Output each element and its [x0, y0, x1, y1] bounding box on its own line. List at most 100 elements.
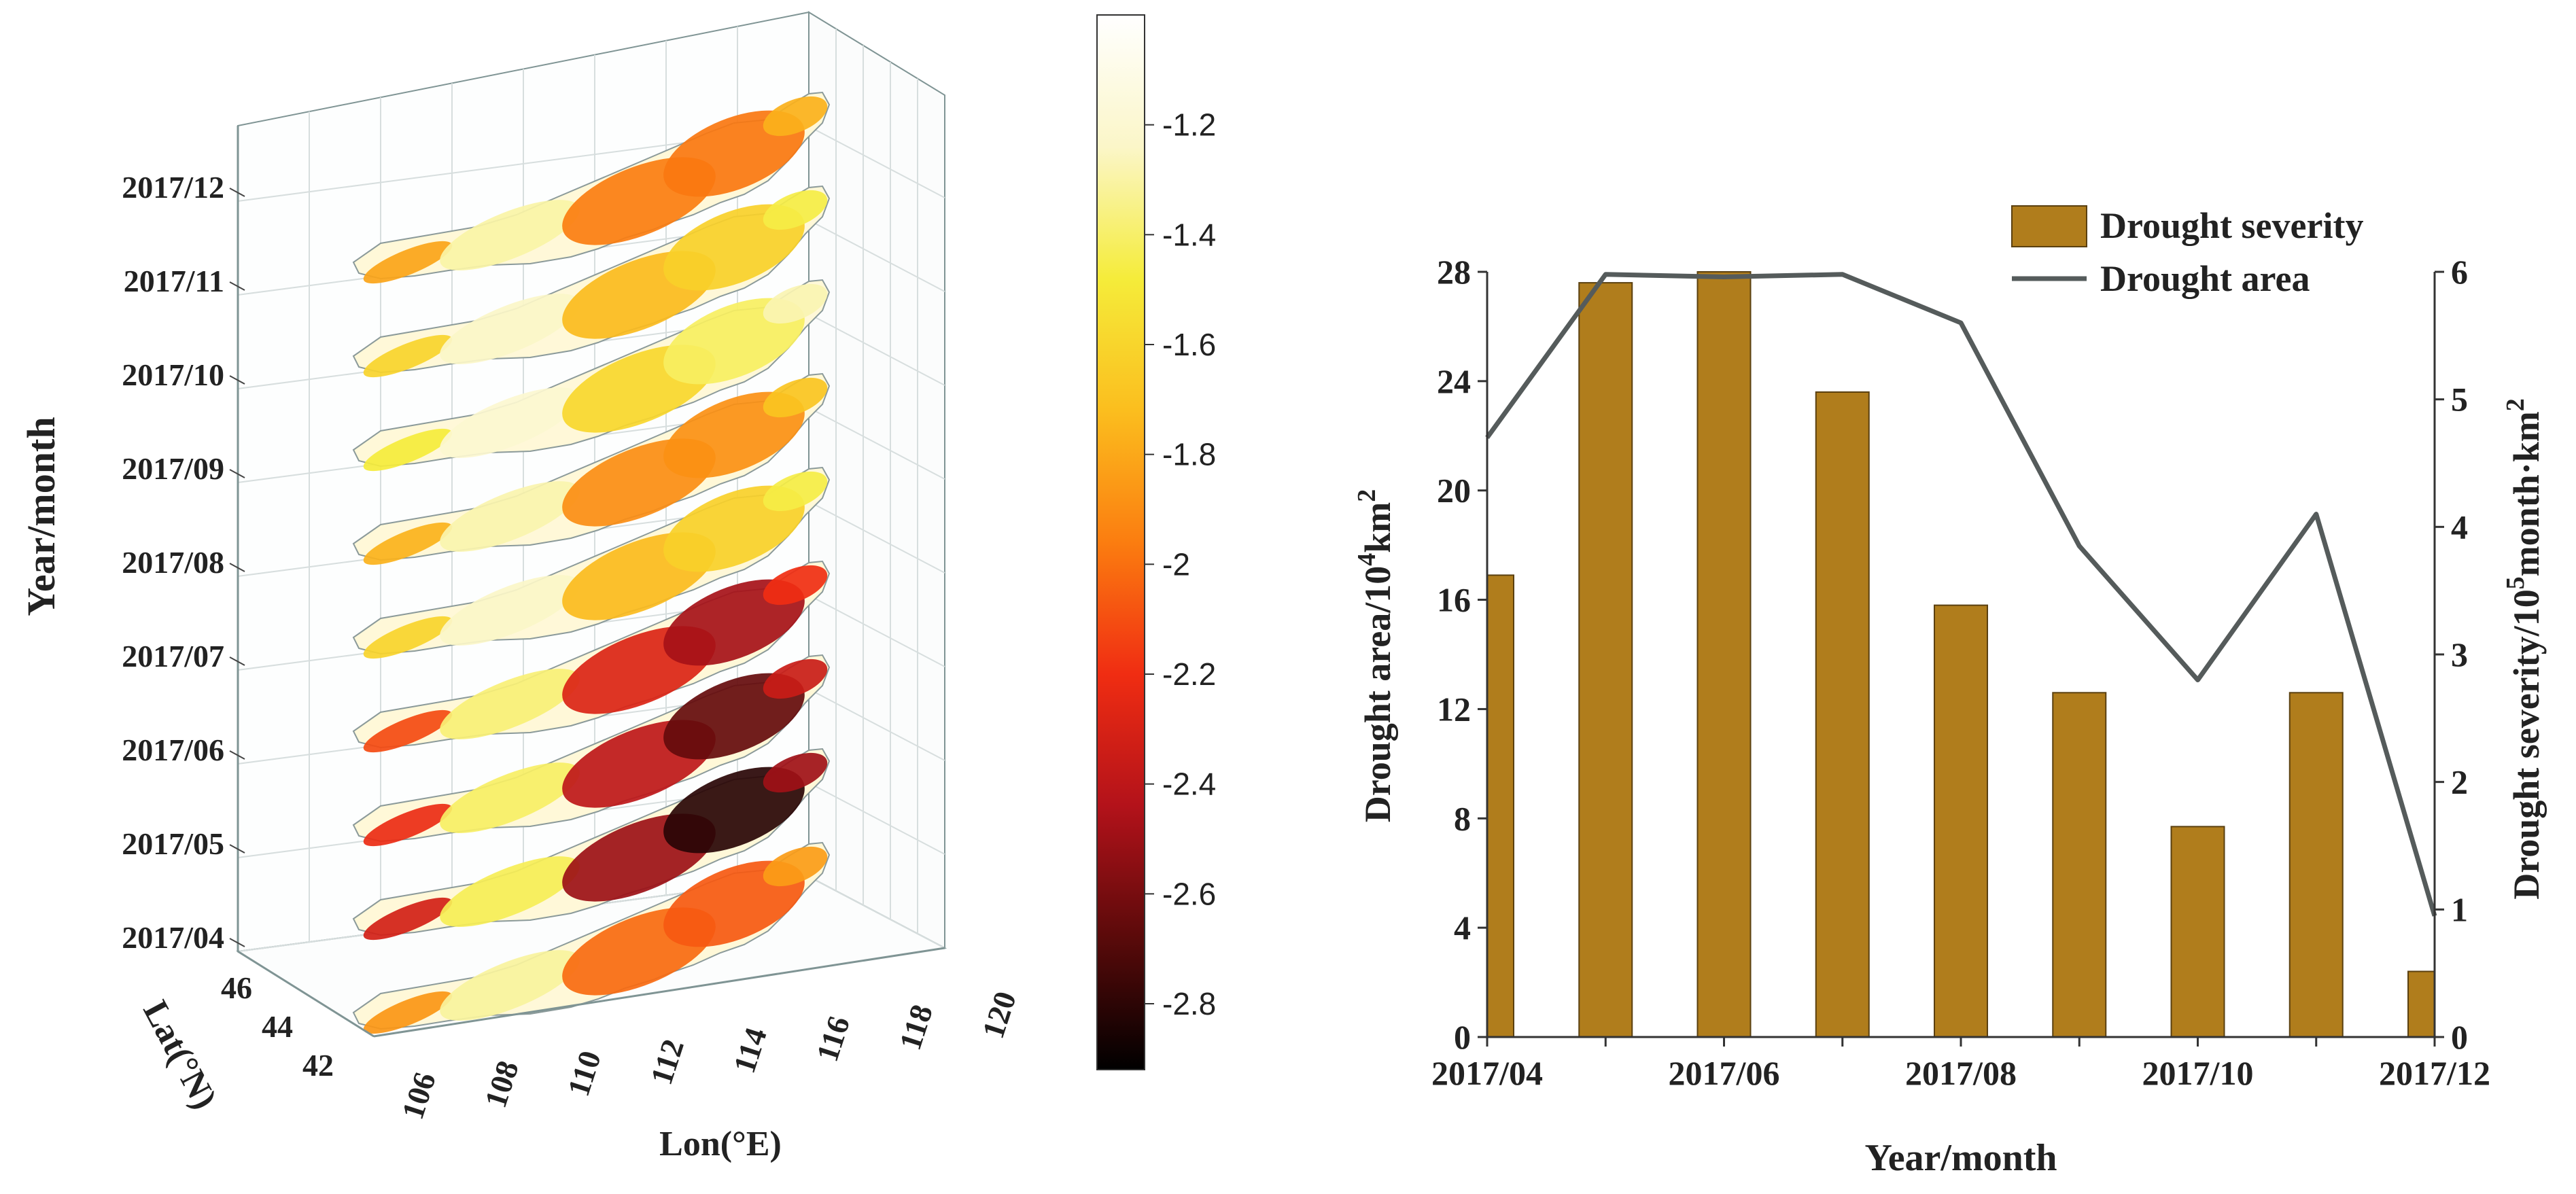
drought-area-line: [1485, 272, 2437, 917]
map-layer: [352, 279, 831, 472]
drought-patch: [763, 659, 828, 699]
map-layer: [352, 748, 831, 941]
drought-patch: [763, 283, 828, 324]
y-right-tick-label: 1: [2451, 890, 2468, 928]
drought-patch: [763, 565, 828, 605]
lat-axis-title: Lat(°N): [135, 994, 224, 1115]
drought-patch: [763, 190, 828, 230]
map-grid-line: [808, 407, 945, 480]
drought-patch: [763, 96, 828, 137]
map-grid-line: [808, 876, 945, 949]
colorbar: -1.2 -1.4 -1.6 -1.8 -2 -2.2 -2.4 -2.6 -2.8: [1096, 14, 1216, 1070]
legend-label-area: Drought area: [2100, 258, 2310, 299]
layer-tick: [229, 844, 245, 854]
drought-patch: [440, 294, 580, 364]
y-right-title-tail: month·km: [2506, 411, 2547, 576]
y-right-title-sup: 5: [2501, 576, 2530, 589]
drought-patch: [363, 803, 453, 847]
chart-legend: Drought severity Drought area: [2011, 205, 2363, 299]
map-grid-line: [808, 782, 945, 855]
layer-label: 2017/07: [122, 639, 224, 673]
lon-tick-label: 120: [975, 987, 1023, 1042]
x-tick-label: 2017/10: [2142, 1054, 2254, 1092]
y-left-title-tail: km: [1357, 502, 1398, 553]
y-right-tick-label: 2: [2451, 763, 2468, 801]
y-right-title-main: Drought severity/10: [2506, 589, 2547, 899]
y-right-title-sup2: 2: [2501, 398, 2530, 411]
layer-tick: [229, 750, 245, 760]
severity-bar: [1486, 574, 1514, 1038]
colorbar-tick-label: -2.2: [1162, 656, 1216, 692]
y-left-tick-label: 12: [1437, 690, 1471, 728]
colorbar-tick-label: -1.8: [1162, 437, 1216, 472]
map-grid-line: [808, 688, 945, 761]
drought-patch: [363, 991, 453, 1034]
y-right-axis-title: Drought severity/105month·km2: [2501, 398, 2547, 900]
lon-tick-label: 108: [478, 1057, 525, 1112]
x-tick-label: 2017/04: [1431, 1054, 1543, 1092]
y-right-ticks: 0 1 2 3 4 5 6: [2435, 253, 2468, 1056]
drought-patch: [363, 522, 453, 565]
drought-patch: [440, 669, 580, 739]
lat-tick-label: 44: [262, 1009, 293, 1044]
severity-bar: [1578, 282, 1633, 1038]
map-grid-line: [808, 126, 945, 198]
map-box-front-edges: [237, 126, 945, 1038]
legend-label-severity: Drought severity: [2100, 205, 2363, 246]
y-left-title-main: Drought area/10: [1357, 566, 1398, 823]
lat-ticks: 42 44 46: [221, 970, 334, 1083]
map-front-edge: [237, 950, 375, 1038]
lat-tick-label: 46: [221, 970, 252, 1005]
y-right-tick-label: 3: [2451, 635, 2468, 673]
layer-label: 2017/04: [122, 920, 224, 955]
x-tick-label: 2017/08: [1905, 1054, 2017, 1092]
drought-patch: [763, 377, 828, 418]
map-layer: [352, 466, 831, 659]
map-grid-line: [808, 313, 945, 386]
drought-patch: [440, 481, 580, 552]
map-y-axis-title: Year/month: [19, 417, 63, 616]
lon-axis-title: Lon(°E): [659, 1125, 782, 1163]
layer-label: 2017/06: [122, 733, 224, 767]
stacked-map-panel: 2017/04 2017/05 2017/06 2017/07 2017/08 2017/…: [19, 11, 1023, 1163]
y-right-tick-label: 6: [2451, 253, 2468, 291]
drought-patch: [440, 387, 580, 458]
drought-patch: [763, 846, 828, 887]
y-right-tick-label: 0: [2451, 1018, 2468, 1056]
severity-bar: [1696, 271, 1752, 1038]
map-layer: [352, 185, 831, 378]
x-axis-title: Year/month: [1864, 1137, 2057, 1179]
y-left-tick-label: 4: [1454, 909, 1471, 947]
drought-patch: [363, 616, 453, 659]
layer-tick: [229, 469, 245, 478]
drought-patch: [440, 762, 580, 833]
y-left-tick-label: 0: [1454, 1018, 1471, 1056]
severity-bar: [2170, 826, 2225, 1038]
y-right-tick-label: 5: [2451, 381, 2468, 419]
y-right-tick-label: 4: [2451, 508, 2468, 546]
lat-tick-label: 42: [302, 1048, 334, 1083]
layer-tick: [229, 563, 245, 572]
drought-patch: [440, 950, 580, 1021]
map-layer: [352, 841, 831, 1034]
y-left-ticks: 0 4 8 12 16 20 24 28: [1437, 253, 1487, 1056]
severity-bar: [1815, 391, 1870, 1038]
drought-patch: [363, 897, 453, 941]
colorbar-tick-label: -1.6: [1162, 327, 1216, 362]
drought-patch: [363, 241, 453, 284]
colorbar-ticks: -1.2 -1.4 -1.6 -1.8 -2 -2.2 -2.4 -2.6 -2.8: [1145, 107, 1216, 1021]
severity-bar: [2407, 970, 2435, 1038]
map-grid-line: [808, 501, 945, 574]
layer-label: 2017/05: [122, 826, 224, 861]
map-grid-line: [808, 220, 945, 292]
layer-tick: [229, 938, 245, 947]
map-layer: [352, 560, 831, 753]
layer-label: 2017/09: [122, 451, 224, 486]
severity-bars: [1486, 271, 2435, 1038]
lon-tick-label: 112: [644, 1035, 691, 1089]
layer-label: 2017/12: [122, 170, 224, 205]
lon-tick-label: 116: [810, 1012, 856, 1066]
colorbar-tick-label: -1.2: [1162, 107, 1216, 143]
